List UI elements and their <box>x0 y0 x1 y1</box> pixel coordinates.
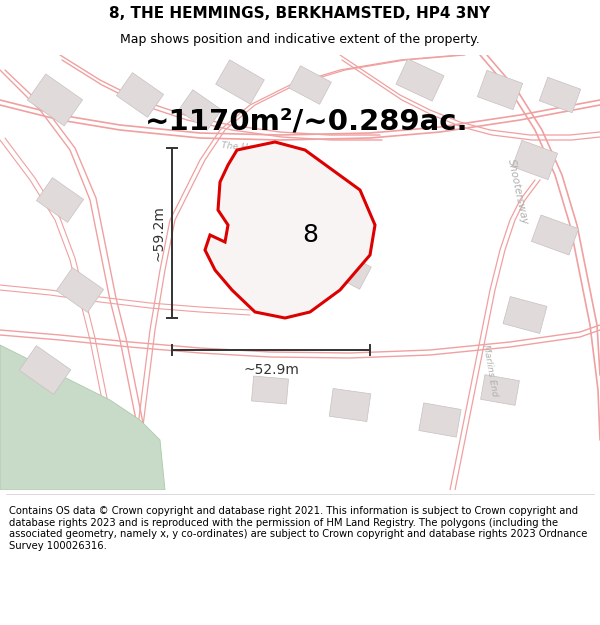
Polygon shape <box>116 72 164 118</box>
Polygon shape <box>56 268 104 312</box>
Polygon shape <box>215 60 265 104</box>
Polygon shape <box>396 59 444 101</box>
Polygon shape <box>205 142 375 318</box>
Polygon shape <box>37 177 83 222</box>
Polygon shape <box>503 296 547 334</box>
Text: Contains OS data © Crown copyright and database right 2021. This information is : Contains OS data © Crown copyright and d… <box>9 506 587 551</box>
Polygon shape <box>478 71 523 109</box>
Polygon shape <box>539 78 581 112</box>
Text: The Hemmings: The Hemmings <box>221 141 289 156</box>
Polygon shape <box>251 376 289 404</box>
Polygon shape <box>0 345 165 490</box>
Polygon shape <box>19 346 71 394</box>
Text: 8, THE HEMMINGS, BERKHAMSTED, HP4 3NY: 8, THE HEMMINGS, BERKHAMSTED, HP4 3NY <box>109 6 491 21</box>
Polygon shape <box>532 215 578 255</box>
Polygon shape <box>419 403 461 437</box>
Text: ~59.2m: ~59.2m <box>151 205 165 261</box>
Polygon shape <box>178 90 221 130</box>
Text: ~1170m²/~0.289ac.: ~1170m²/~0.289ac. <box>145 108 469 136</box>
Polygon shape <box>329 389 371 421</box>
Text: Shootersway: Shootersway <box>506 158 530 226</box>
Polygon shape <box>242 263 278 297</box>
Text: ~52.9m: ~52.9m <box>243 363 299 377</box>
Polygon shape <box>512 141 557 179</box>
Text: Map shows position and indicative extent of the property.: Map shows position and indicative extent… <box>120 33 480 46</box>
Polygon shape <box>289 191 331 229</box>
Text: 8: 8 <box>302 223 318 247</box>
Polygon shape <box>289 66 331 104</box>
Polygon shape <box>481 374 520 406</box>
Text: Marlins End: Marlins End <box>481 343 499 397</box>
Polygon shape <box>28 74 83 126</box>
Polygon shape <box>329 251 371 289</box>
